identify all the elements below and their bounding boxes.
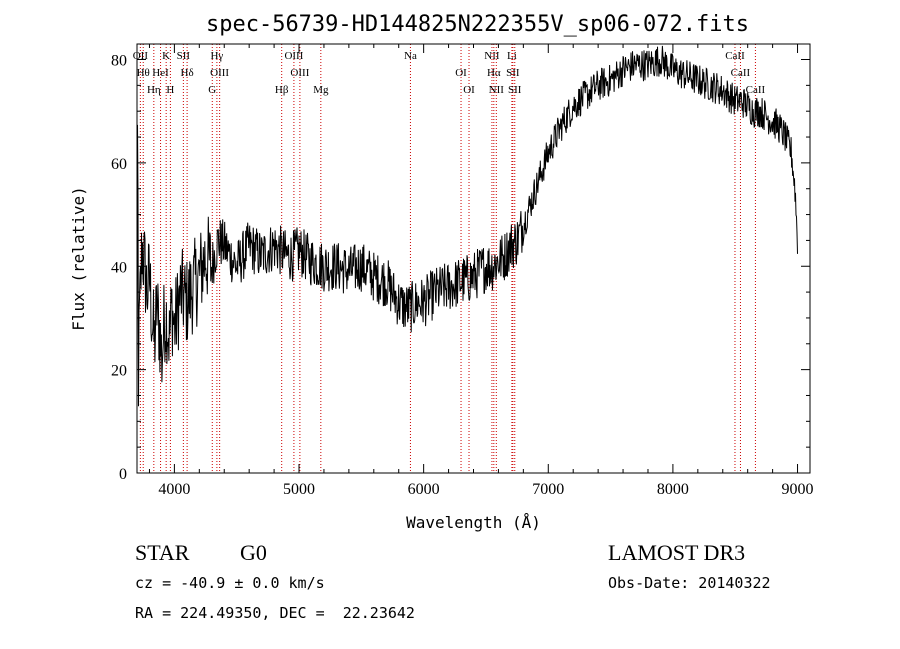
x-axis-label: Wavelength (Å) [406,513,541,532]
x-tick-label-6000: 6000 [408,481,440,498]
coordinates-text: RA = 224.49350, DEC = 22.23642 [135,604,415,622]
redshift-text: cz = -40.9 ± 0.0 km/s [135,574,325,592]
chart-title: spec-56739-HD144825N222355V_sp06-072.fit… [206,12,749,37]
line-label-14: Mg [313,84,329,96]
line-label-5: H [166,84,174,96]
line-label-1: Hθ [137,67,150,79]
line-label-18: NII [484,50,500,62]
x-tick-label-8000: 8000 [657,481,689,498]
y-tick-label-80: 80 [111,53,127,70]
line-label-7: Hδ [181,67,194,79]
line-label-4: HeI [152,67,169,79]
line-label-22: SII [506,67,520,79]
x-tick-label-5000: 5000 [283,481,315,498]
line-label-24: CaII [725,50,745,62]
line-label-16: OI [455,67,467,79]
line-label-10: OIII [210,67,229,79]
line-label-20: NII [489,84,505,96]
y-tick-label-60: 60 [111,156,127,173]
line-label-12: OIII [284,50,303,62]
line-label-2: Hη [147,84,161,96]
y-tick-label-20: 20 [111,363,127,380]
line-label-6: SII [177,50,191,62]
y-tick-label-40: 40 [111,259,127,276]
line-label-17: OI [463,84,475,96]
object-subclass: G0 [240,540,267,565]
x-tick-label-9000: 9000 [782,481,814,498]
line-label-9: Hγ [210,50,223,62]
line-label-26: CaII [746,84,766,96]
line-label-19: Hα [487,67,501,79]
line-label-0: OII [133,50,149,62]
line-label-23: SII [508,84,522,96]
line-label-11: Hβ [275,84,289,96]
y-tick-label-0: 0 [119,466,127,483]
x-tick-label-4000: 4000 [158,481,190,498]
line-label-13: OIII [290,67,309,79]
flux-series-line [136,45,798,407]
survey-label: LAMOST DR3 [608,540,746,565]
line-label-25: CaII [731,67,751,79]
obs-date-text: Obs-Date: 20140322 [608,574,771,592]
line-label-21: Li [507,50,517,62]
x-tick-label-7000: 7000 [532,481,564,498]
line-label-15: Na [404,50,417,62]
y-axis-label: Flux (relative) [69,186,88,331]
line-label-8: G [208,84,216,96]
line-label-3: K [162,50,170,62]
object-class: STAR [135,540,190,565]
